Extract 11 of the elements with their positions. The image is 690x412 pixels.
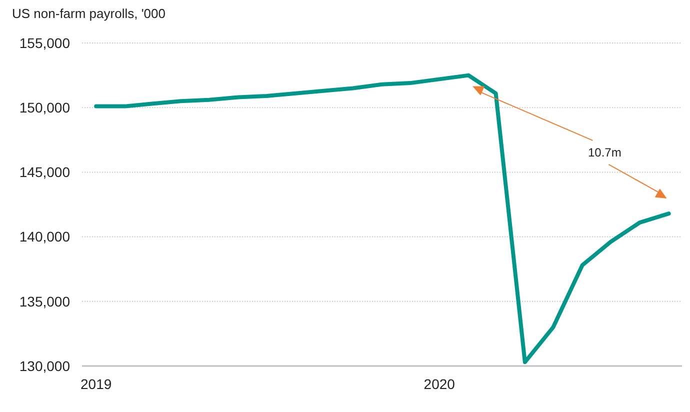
y-tick-label: 155,000 — [19, 34, 70, 51]
y-tick-label: 130,000 — [19, 358, 70, 374]
x-tick-label: 2019 — [80, 376, 112, 392]
annotation: 10.7m — [588, 146, 622, 160]
y-tick-label: 135,000 — [19, 293, 70, 310]
line-series — [94, 73, 671, 364]
y-tick-label: 150,000 — [19, 100, 70, 116]
x-tick-label: 2020 — [424, 376, 456, 392]
y-tick-label: 140,000 — [19, 228, 70, 245]
chart-title: US non-farm payrolls, '000 — [12, 6, 166, 21]
y-tick-label: 145,000 — [19, 164, 70, 180]
